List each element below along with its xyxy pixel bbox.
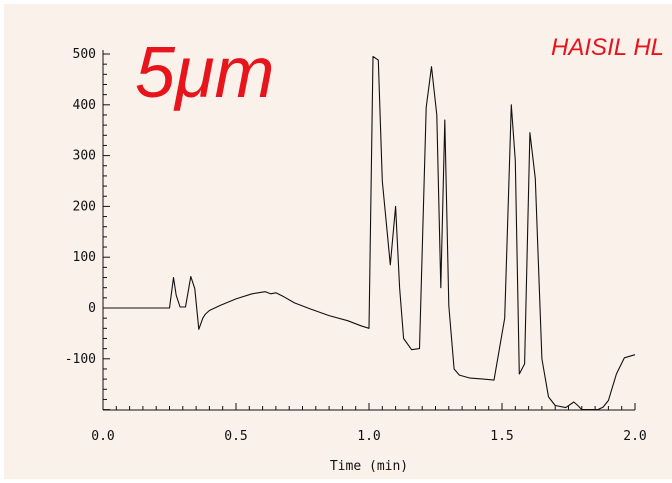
y-tick-label: 500 bbox=[73, 47, 96, 62]
x-tick-label: 1.0 bbox=[357, 429, 380, 444]
x-tick-labels: 0.0 0.5 1.0 1.5 2.0 bbox=[91, 429, 646, 444]
y-ticks bbox=[103, 53, 110, 411]
chromatogram-trace bbox=[103, 55, 636, 411]
x-tick-label: 0.0 bbox=[91, 429, 114, 444]
x-axis-title: Time (min) bbox=[330, 459, 408, 474]
x-tick-label: 2.0 bbox=[623, 429, 646, 444]
column-name-label: HAISIL HL bbox=[551, 34, 664, 61]
y-tick-label: 300 bbox=[73, 149, 96, 164]
y-tick-label: 200 bbox=[73, 199, 96, 214]
y-tick-label: -100 bbox=[65, 352, 96, 367]
y-tick-label: 0 bbox=[88, 301, 96, 316]
y-tick-label: 100 bbox=[73, 250, 96, 265]
x-tick-label: 0.5 bbox=[224, 429, 247, 444]
particle-size-label: 5μm bbox=[135, 33, 274, 113]
chart-panel bbox=[4, 4, 672, 479]
y-tick-labels: 500 400 300 200 100 0 -100 bbox=[65, 47, 96, 367]
x-ticks bbox=[102, 403, 636, 410]
x-tick-label: 1.5 bbox=[490, 429, 513, 444]
y-tick-label: 400 bbox=[73, 98, 96, 113]
